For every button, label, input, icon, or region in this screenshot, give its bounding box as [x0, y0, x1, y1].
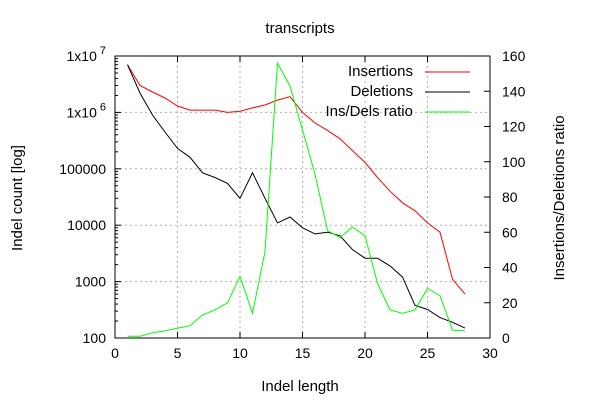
y2-axis-label: Insertions/Deletions ratio — [551, 115, 568, 280]
y-tick-label: 1x10 7 — [67, 45, 106, 64]
legend-label-insertions: Insertions — [348, 63, 413, 80]
series-line-insertions — [127, 64, 466, 295]
y2-tick-label: 60 — [502, 224, 518, 240]
y2-tick-label: 120 — [502, 119, 526, 135]
series-line-deletions — [127, 64, 466, 329]
y2-tick-label: 0 — [502, 330, 510, 346]
y-tick-label: 100 — [83, 330, 107, 346]
chart-title: transcripts — [265, 20, 334, 37]
y2-tick-label: 100 — [502, 154, 526, 170]
x-axis-label: Indel length — [261, 378, 339, 395]
legend-label-ins-dels-ratio: Ins/Dels ratio — [325, 103, 413, 120]
x-tick-label: 5 — [174, 345, 182, 361]
x-tick-label: 10 — [232, 345, 248, 361]
y2-tick-label: 20 — [502, 295, 518, 311]
legend: Insertions Deletions Ins/Dels ratio — [325, 63, 470, 120]
x-tick-label: 15 — [295, 345, 311, 361]
x-tick-label: 0 — [111, 345, 119, 361]
y-axis-label: Indel count [log] — [9, 145, 26, 251]
series-line-ins-dels-ratio — [127, 61, 466, 337]
y2-tick-label: 140 — [502, 83, 526, 99]
legend-label-deletions: Deletions — [350, 83, 413, 100]
y2-tick-label: 80 — [502, 189, 518, 205]
series-lines — [127, 61, 466, 337]
x-tick-label: 30 — [482, 345, 498, 361]
y-tick-label: 100000 — [59, 161, 106, 177]
y-tick-label: 10000 — [67, 217, 106, 233]
y2-tick-label: 160 — [502, 48, 526, 64]
y-tick-label: 1x10 6 — [67, 101, 106, 120]
y2-tick-label: 40 — [502, 260, 518, 276]
grid-lines — [115, 56, 490, 338]
x-tick-label: 25 — [420, 345, 436, 361]
y-tick-label: 1000 — [75, 274, 106, 290]
x-tick-label: 20 — [357, 345, 373, 361]
